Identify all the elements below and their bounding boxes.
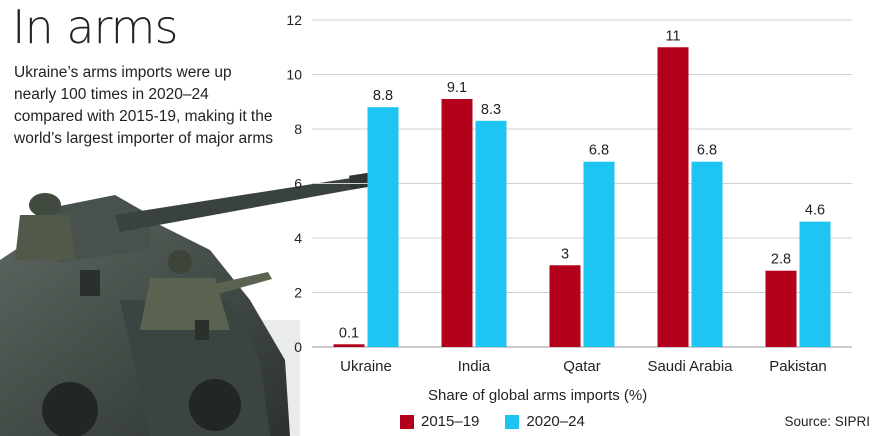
bar-saudi-arabia-0 (657, 47, 689, 347)
bar-qatar-1 (583, 161, 615, 347)
legend-item-2020-24: 2020–24 (505, 413, 585, 430)
category-label: India (458, 358, 491, 375)
legend-swatch-2020-24 (505, 414, 520, 429)
bar-pakistan-0 (765, 270, 797, 347)
y-tick-label: 10 (286, 67, 302, 83)
data-label: 2.8 (771, 252, 791, 268)
legend-swatch-2015-19 (400, 414, 414, 429)
data-label: 3 (561, 246, 569, 262)
bar-ukraine-1 (367, 107, 399, 347)
chart-title: In arms (12, 0, 178, 54)
data-label: 9.1 (447, 80, 467, 96)
legend: 2015–19 2020–24 (400, 413, 611, 430)
data-label: 8.3 (481, 102, 501, 118)
category-labels: Ukraine India Qatar Saudi Arabia Pakistan (340, 358, 827, 375)
category-label: Qatar (563, 358, 601, 375)
data-labels: 0.1 8.8 9.1 8.3 3 6.8 11 6.8 2.8 4.6 (339, 28, 825, 341)
data-label: 11 (665, 28, 680, 44)
gridlines (312, 19, 852, 348)
legend-label-2020-24: 2020–24 (526, 413, 585, 430)
category-label: Pakistan (769, 358, 827, 375)
bar-india-0 (441, 99, 473, 348)
category-label: Saudi Arabia (647, 358, 733, 375)
x-axis-label: Share of global arms imports (%) (428, 387, 648, 404)
category-label: Ukraine (340, 358, 392, 375)
data-label: 4.6 (805, 203, 825, 219)
bars (333, 47, 831, 348)
chart-subtitle: Ukraine’s arms imports were up nearly 10… (14, 64, 273, 147)
y-tick-label: 2 (294, 285, 302, 301)
data-label: 8.8 (373, 88, 393, 104)
y-tick-label: 8 (294, 121, 302, 137)
y-tick-label: 4 (294, 230, 302, 246)
y-axis-ticks: 0 2 4 6 8 10 12 (286, 12, 302, 355)
bar-saudi-arabia-1 (691, 161, 723, 347)
bar-ukraine-0 (333, 344, 365, 347)
data-label: 6.8 (697, 143, 717, 159)
bar-pakistan-1 (799, 221, 831, 347)
bar-india-1 (475, 120, 507, 347)
y-tick-label: 0 (294, 339, 302, 355)
data-label: 6.8 (589, 143, 609, 159)
legend-item-2015-19: 2015–19 (400, 413, 479, 430)
source-note: Source: SIPRI (784, 414, 870, 429)
data-label: 0.1 (339, 325, 359, 341)
y-tick-label: 12 (286, 12, 302, 28)
legend-label-2015-19: 2015–19 (421, 413, 480, 430)
y-tick-label: 6 (294, 176, 302, 192)
bar-qatar-0 (549, 265, 581, 347)
